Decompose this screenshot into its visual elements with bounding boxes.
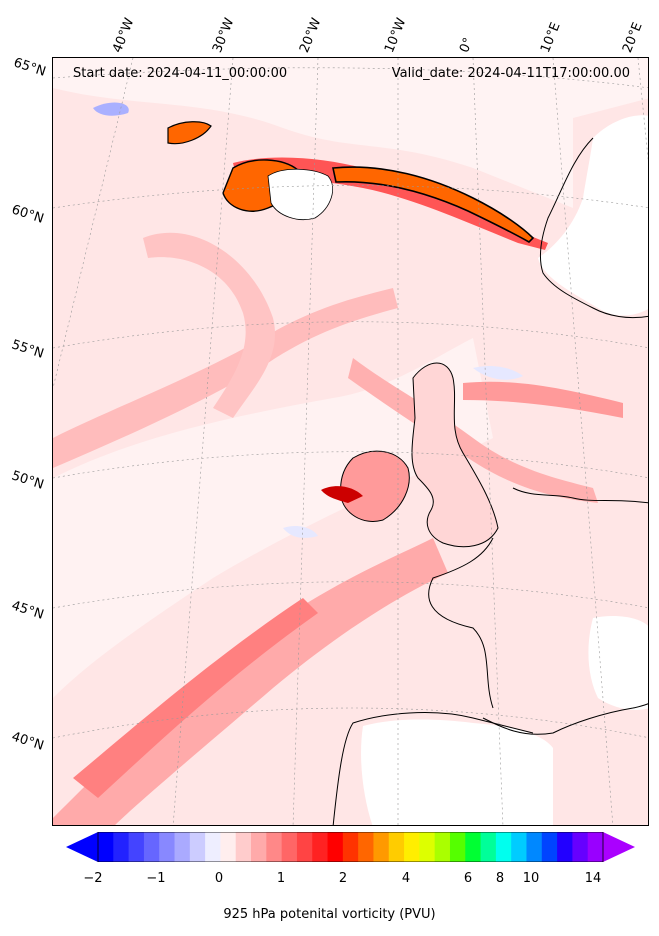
ireland-outline xyxy=(340,450,410,522)
colorbar-cells xyxy=(98,832,604,862)
lat-label-45n: 45°N xyxy=(9,598,46,623)
colorbar-tick: −1 xyxy=(146,871,166,886)
colorbar-cell xyxy=(235,832,252,862)
mediterranean-coastline xyxy=(482,703,648,735)
colorbar-cell xyxy=(205,832,221,862)
lat-label-65n: 65°N xyxy=(11,55,48,80)
lon-label-20e: 20°E xyxy=(620,20,646,55)
colorbar-cell xyxy=(541,832,558,862)
colorbar-tick: 14 xyxy=(584,871,602,886)
pv-band-north-sea-2 xyxy=(463,381,623,418)
colorbar-cell xyxy=(404,832,420,862)
great-britain-outline xyxy=(411,362,499,548)
lat-label-55n: 55°N xyxy=(9,337,46,362)
colorbar-cell xyxy=(189,832,206,862)
colorbar-cell xyxy=(312,832,329,862)
pv-minimum-atlantic xyxy=(283,525,318,538)
lon-label-20w: 20°W xyxy=(297,16,325,55)
pv-band-southwest xyxy=(53,538,448,825)
colorbar-cell xyxy=(526,832,543,862)
colorbar-cell xyxy=(358,832,374,862)
colorbar-cell xyxy=(434,832,451,862)
colorbar-cell xyxy=(419,832,436,862)
colorbar-cell xyxy=(296,832,313,862)
colorbar-border xyxy=(97,832,604,862)
map-panel xyxy=(52,57,649,826)
pv-maximum-greenland xyxy=(167,121,212,145)
norway-coastline xyxy=(540,137,648,319)
pv-band-west xyxy=(53,288,398,468)
colorbar-tick: −2 xyxy=(83,871,103,886)
light-region-north xyxy=(53,58,648,208)
lat-label-60n: 60°N xyxy=(9,202,46,227)
colorbar-extend-low xyxy=(66,832,98,862)
pv-band-west-2 xyxy=(143,232,275,418)
colorbar-cell xyxy=(143,832,160,862)
colorbar-cell xyxy=(465,832,482,862)
colorbar-cell xyxy=(342,832,359,862)
colorbar-tick: 1 xyxy=(276,871,286,886)
lon-label-10w: 10°W xyxy=(382,16,410,55)
start-date-label: Start date: 2024-04-11_00:00:00 xyxy=(73,66,288,81)
colorbar-tick: 6 xyxy=(463,871,473,886)
valid-date-label: Valid_date: 2024-04-11T17:00:00.00 xyxy=(391,66,630,81)
iceland-landmass xyxy=(267,168,333,220)
colorbar-cell xyxy=(449,832,466,862)
colorbar-tick: 8 xyxy=(495,871,505,886)
colorbar-cell xyxy=(251,832,267,862)
colorbar-cell xyxy=(113,832,130,862)
colorbar-cell xyxy=(495,832,512,862)
colorbar-cell xyxy=(388,832,405,862)
continental-coastline-north xyxy=(512,487,648,504)
colorbar xyxy=(66,832,635,862)
light-region-mid xyxy=(53,338,493,698)
potential-vorticity-map xyxy=(53,58,648,825)
pv-band-southwest-core xyxy=(73,598,318,798)
colorbar-tick: 10 xyxy=(522,871,540,886)
colorbar-tick: 2 xyxy=(338,871,348,886)
pv-streamer-core xyxy=(332,166,535,243)
colorbar-tick: 0 xyxy=(214,871,224,886)
france-coastline xyxy=(428,537,494,709)
lon-label-30w: 30°W xyxy=(210,16,238,55)
colorbar-cell xyxy=(174,832,191,862)
pv-maximum-ireland xyxy=(321,486,363,503)
graticule-lines xyxy=(53,58,648,825)
lon-label-10e: 10°E xyxy=(538,20,564,55)
colorbar-cell xyxy=(511,832,527,862)
colorbar-tick: 4 xyxy=(401,871,411,886)
colorbar-cell xyxy=(266,832,283,862)
colorbar-cell xyxy=(281,832,298,862)
pv-band-north-sea xyxy=(348,358,598,503)
colorbar-label: 925 hPa potenital vorticity (PVU) xyxy=(223,907,436,922)
colorbar-cell xyxy=(128,832,145,862)
lat-label-40n: 40°N xyxy=(9,729,46,754)
lat-label-50n: 50°N xyxy=(9,468,46,493)
colorbar-cell xyxy=(159,832,176,862)
iberia-no-data xyxy=(361,719,553,825)
colorbar-extend-high xyxy=(603,832,635,862)
colorbar-cell xyxy=(373,832,390,862)
colorbar-cell xyxy=(557,832,573,862)
colorbar-cell xyxy=(98,832,114,862)
lon-label-0: 0° xyxy=(457,35,477,55)
lon-label-40w: 40°W xyxy=(110,16,138,55)
colorbar-cell xyxy=(480,832,497,862)
colorbar-cell xyxy=(572,832,589,862)
colorbar-cell xyxy=(587,832,604,862)
pv-minimum-north-sea xyxy=(473,365,523,380)
alps-no-data xyxy=(588,616,648,710)
colorbar-cell xyxy=(327,832,344,862)
colorbar-cell xyxy=(220,832,237,862)
scandinavia-no-data xyxy=(538,115,648,316)
